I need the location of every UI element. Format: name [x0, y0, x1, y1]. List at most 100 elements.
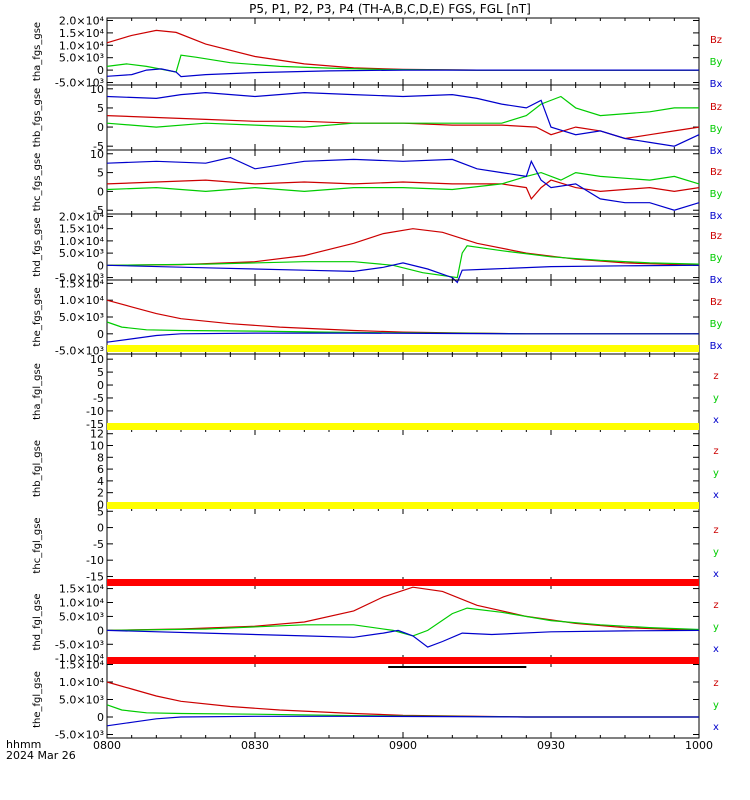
y-tick-label: 0 [97, 64, 104, 77]
y-tick-label: 0 [97, 711, 104, 724]
y-tick-label: 1.0×10⁴ [59, 235, 105, 248]
y-tick-label: 10 [90, 353, 104, 366]
series-line-z [106, 681, 699, 718]
red-status-bar [107, 579, 699, 586]
x-tick-label: 0900 [389, 739, 417, 752]
y-tick-label: 1.5×10⁴ [59, 27, 105, 40]
panel-frame [106, 507, 700, 584]
y-tick-label: 8 [97, 451, 104, 464]
y-tick-label: 5 [97, 505, 104, 518]
series-line-x [106, 629, 700, 648]
footer-hhmm-label: hhmm [6, 738, 41, 751]
legend-entry: y [713, 393, 719, 404]
legend-entry: Bx [710, 275, 723, 286]
y-tick-label: 5.0×10³ [59, 311, 104, 324]
y-tick-label: 0 [97, 624, 104, 637]
y-tick-label: -5.0×10³ [55, 729, 104, 742]
y-tick-label: 1.5×10⁴ [59, 583, 105, 596]
y-tick-label: 1.5×10⁴ [59, 659, 105, 672]
panel-thb_fgs_gse: 10 5 0 -5 thb_fgs_gse Bz By Bx [32, 83, 722, 157]
legend-entry: By [710, 124, 723, 135]
y-tick-label: 2 [97, 487, 104, 500]
y-tick-label: 0 [97, 522, 104, 535]
panel-the_fgl_gse: 1.5×10⁴ 1.0×10⁴ 5.0×10³ 0 -5.0×10³ the_fgl_gs… [32, 659, 719, 742]
series-line-Bz [106, 179, 700, 201]
yellow-status-bar [107, 345, 699, 352]
series-line-Bx [106, 91, 700, 147]
yellow-status-bar [107, 423, 699, 430]
legend-entry: Bz [710, 167, 722, 178]
series-line-By [106, 245, 700, 279]
series-line-Bz [106, 299, 699, 335]
legend-entry: Bx [710, 79, 723, 90]
y-tick-label: -5 [93, 140, 104, 153]
legend-entry: By [710, 57, 723, 68]
legend-entry: By [710, 189, 723, 200]
y-tick-label: -5.0×10³ [55, 638, 104, 651]
black-mark [388, 666, 527, 668]
footer-date-label: 2024 Mar 26 [6, 749, 76, 762]
panel-thc_fgs_gse: 10 5 0 -5 thc_fgs_gse Bz By Bx [32, 148, 722, 222]
legend-entry: Bz [710, 297, 722, 308]
y-axis-label: thb_fgs_gse [32, 88, 43, 147]
legend-entry: y [713, 700, 719, 711]
series-line-Bx [106, 332, 699, 343]
panel-frame [106, 84, 700, 151]
y-tick-label: 1.5×10⁴ [59, 223, 105, 236]
x-tick-label: 0930 [537, 739, 565, 752]
legend-entry: x [713, 569, 719, 580]
y-axis-label: thd_fgs_gse [32, 217, 43, 276]
y-tick-label: 0 [97, 328, 104, 341]
y-axis-label: thd_fgl_gse [32, 594, 43, 651]
y-axis-label: tha_fgs_gse [32, 22, 43, 81]
legend-entry: Bz [710, 231, 722, 242]
x-tick-label: 0830 [241, 739, 269, 752]
legend-entry: By [710, 253, 723, 264]
series-line-By [106, 95, 699, 128]
y-tick-label: -10 [86, 554, 104, 567]
y-tick-label: -5 [93, 538, 104, 551]
y-tick-label: 12 [90, 428, 104, 441]
series-line-By [106, 54, 699, 73]
legend-entry: Bz [710, 102, 722, 113]
panel-frame [106, 428, 700, 509]
x-tick-label: 1000 [685, 739, 713, 752]
y-tick-label: 1.0×10⁴ [59, 597, 105, 610]
y-axis-label: the_fgs_gse [32, 287, 43, 346]
legend-entry: y [713, 547, 719, 558]
y-tick-label: 10 [90, 148, 104, 161]
series-line-Bx [106, 262, 700, 284]
y-tick-label: 5 [97, 167, 104, 180]
y-tick-label: 4 [97, 475, 104, 488]
y-tick-label: 10 [90, 440, 104, 453]
y-tick-label: 5.0×10³ [59, 247, 104, 260]
series-line-Bz [106, 115, 700, 140]
series-line-Bz [106, 228, 700, 266]
legend-entry: x [713, 490, 719, 501]
series-line-x [106, 715, 699, 727]
legend-entry: y [713, 622, 719, 633]
series-line-z [106, 586, 700, 631]
y-tick-label: -5 [93, 392, 104, 405]
y-tick-label: -5.0×10³ [55, 345, 104, 358]
y-tick-label: -5.0×10³ [55, 272, 104, 285]
y-tick-label: 2.0×10⁴ [59, 14, 105, 27]
y-tick-label: 1.0×10⁴ [59, 39, 105, 52]
yellow-status-bar [107, 502, 699, 509]
chart-title: P5, P1, P2, P3, P4 (TH-A,B,C,D,E) FGS, F… [249, 2, 531, 16]
legend-entry: x [713, 415, 719, 426]
legend-entry: x [713, 644, 719, 655]
status-bars-group [107, 345, 699, 668]
legend-entry: By [710, 319, 723, 330]
y-axis-label: thb_fgl_gse [32, 440, 43, 497]
y-tick-label: 6 [97, 463, 104, 476]
y-tick-label: 5.0×10³ [59, 52, 104, 65]
legend-entry: z [713, 678, 718, 689]
series-line-Bx [106, 156, 700, 211]
panel-frame [106, 660, 700, 739]
legend-entry: z [713, 371, 718, 382]
